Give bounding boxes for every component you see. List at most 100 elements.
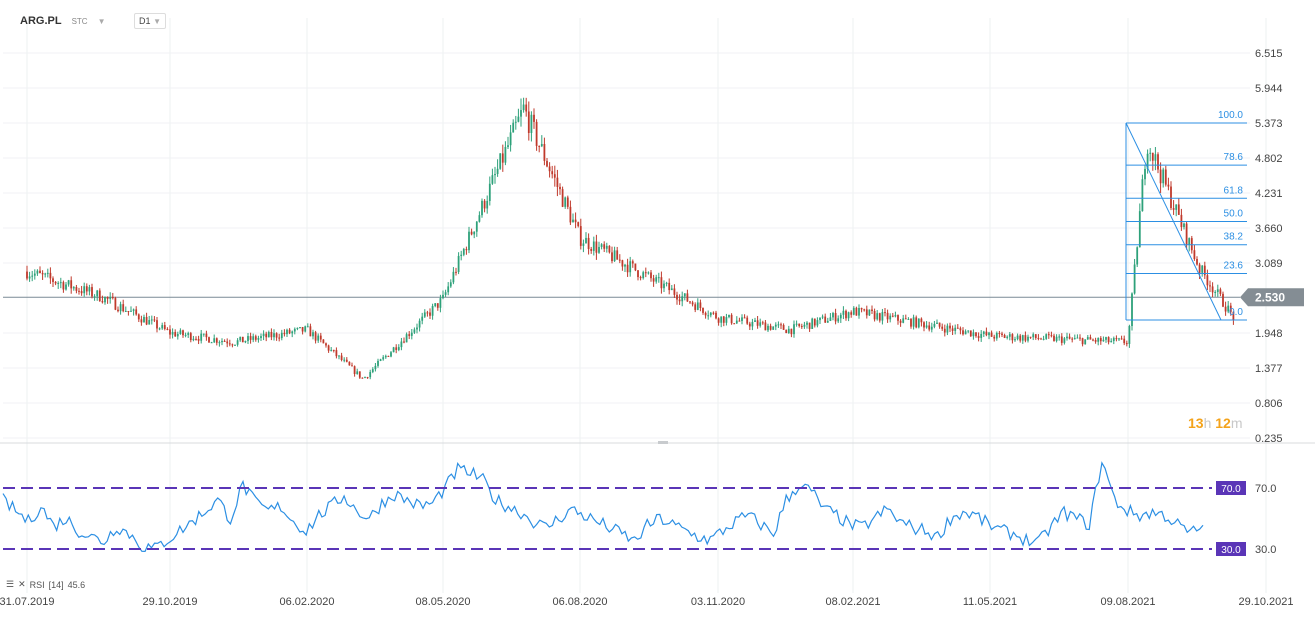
candle — [421, 312, 424, 325]
candle — [824, 313, 827, 323]
candle — [556, 169, 559, 197]
candle — [642, 270, 645, 280]
candle — [491, 168, 494, 185]
candle — [1133, 258, 1136, 295]
candle — [920, 317, 923, 327]
candle — [455, 267, 457, 276]
candle — [855, 306, 858, 316]
candle — [1016, 333, 1019, 341]
candle — [1201, 264, 1204, 277]
timeframe-select[interactable]: D1 ▼ — [134, 13, 166, 29]
fib-level-label: 78.6 — [1224, 152, 1244, 163]
candle — [722, 315, 725, 327]
candle — [132, 308, 135, 316]
candle — [244, 340, 247, 344]
candle — [790, 328, 793, 338]
candle — [226, 338, 229, 348]
candle — [390, 350, 392, 358]
candle — [439, 294, 442, 313]
candle — [1060, 333, 1063, 346]
candle — [314, 330, 317, 344]
chevron-down-icon[interactable]: ▼ — [97, 16, 106, 26]
candle — [343, 357, 346, 363]
candle — [990, 330, 993, 337]
fib-level-label: 0.0 — [1229, 307, 1243, 318]
candle — [486, 195, 489, 214]
price-tick-label: 1.377 — [1255, 363, 1283, 375]
price-tick-label: 3.660 — [1255, 223, 1283, 235]
candle — [1094, 337, 1097, 344]
candle — [871, 305, 873, 314]
symbol-label[interactable]: ARG.PL — [20, 15, 62, 27]
fib-level-label: 61.8 — [1224, 185, 1244, 196]
candle — [356, 368, 359, 375]
candle — [358, 371, 361, 379]
candle — [119, 301, 122, 315]
rsi-band-tag — [1216, 542, 1246, 556]
candle — [1097, 337, 1100, 346]
candle — [1138, 203, 1141, 248]
candle — [639, 275, 642, 281]
candle — [780, 322, 782, 329]
candle — [832, 311, 834, 321]
candle — [733, 323, 736, 325]
candle — [1011, 333, 1014, 344]
candle — [171, 328, 174, 339]
candle — [309, 323, 312, 337]
candle — [676, 291, 678, 305]
candle — [327, 344, 330, 353]
candle — [1032, 332, 1035, 341]
rsi-panel: 70.0 70.0 30.0 30.0 — [2, 461, 1276, 556]
candle — [1136, 246, 1139, 268]
candle — [611, 246, 613, 264]
candle — [33, 269, 36, 280]
candle — [218, 340, 221, 347]
candle — [743, 314, 746, 319]
candle — [985, 327, 988, 337]
candle — [231, 343, 234, 348]
candle — [176, 331, 179, 340]
candle — [608, 245, 611, 254]
candle — [569, 200, 572, 225]
candle — [910, 317, 912, 329]
candle — [525, 97, 528, 117]
candle — [582, 239, 585, 253]
candle — [1081, 337, 1084, 347]
candle — [769, 323, 772, 331]
candle — [902, 314, 905, 324]
candle — [366, 376, 369, 379]
time-tick-label: 06.08.2020 — [552, 596, 607, 608]
candle — [371, 367, 374, 374]
candle — [496, 159, 499, 177]
candle — [715, 310, 717, 320]
candle — [1154, 147, 1157, 171]
candle — [592, 236, 595, 256]
candle — [735, 316, 738, 325]
close-icon[interactable]: ✕ — [18, 579, 26, 589]
candle — [31, 270, 34, 282]
candle — [868, 309, 871, 316]
candle — [28, 271, 31, 282]
candle — [683, 293, 686, 301]
candle — [514, 115, 517, 130]
candle — [813, 318, 816, 328]
candle — [689, 301, 691, 304]
candle — [933, 320, 936, 329]
candle — [605, 242, 608, 253]
candle — [1157, 152, 1159, 174]
last-price-tag — [1240, 288, 1304, 307]
candle — [364, 376, 366, 379]
candle — [1076, 334, 1079, 339]
menu-icon[interactable]: ☰ — [6, 579, 15, 589]
candle — [39, 266, 41, 274]
candle — [930, 322, 933, 333]
candle — [657, 272, 660, 283]
candle — [192, 335, 195, 342]
candle — [660, 271, 663, 294]
candle — [377, 358, 379, 368]
candle — [644, 267, 647, 278]
candle — [400, 337, 403, 351]
candle — [252, 333, 255, 343]
candle — [397, 344, 400, 352]
